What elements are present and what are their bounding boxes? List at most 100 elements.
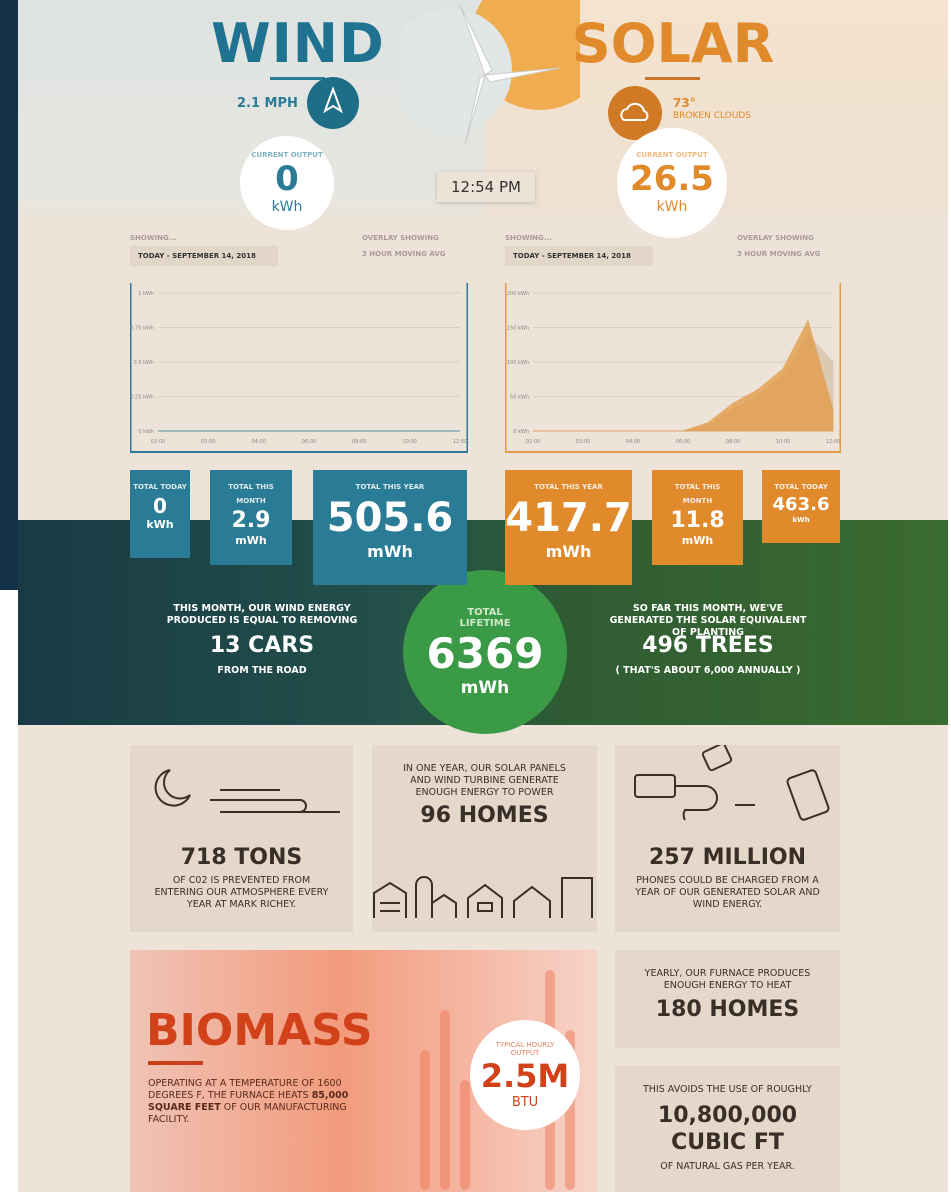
value: 96 HOMES	[372, 803, 597, 828]
value: 10,800,000 CUBIC FT	[645, 1102, 810, 1156]
unit: mWh	[235, 534, 266, 547]
underline	[645, 77, 700, 80]
compass	[307, 77, 359, 129]
y-tick-label: 0.25 kWh	[130, 395, 154, 401]
page: WIND 2.1 MPH SOLAR 73° BROKEN CLOUDS CUR…	[0, 0, 951, 1192]
chart-frame	[131, 283, 468, 452]
overlay: 3 HOUR MOVING AVG	[362, 250, 446, 258]
x-tick-label: 06:00	[302, 439, 316, 445]
label: CURRENT OUTPUT	[251, 151, 322, 159]
text: THIS AVOIDS THE USE OF ROUGHLY	[630, 1084, 825, 1096]
overlay-label: OVERLAY SHOWING	[737, 234, 814, 242]
text: OF C02 IS PREVENTED FROM ENTERING OUR AT…	[150, 875, 333, 911]
label: TOTAL LIFETIME	[455, 607, 515, 629]
value: 2.9	[232, 508, 271, 534]
y-tick-label: 200 kWh	[507, 291, 529, 297]
icon	[140, 755, 340, 825]
time: 12:54 PM	[437, 172, 535, 202]
value: 417.7	[505, 494, 632, 542]
x-tick-label: 06:00	[676, 439, 690, 445]
wind-speed: 2.1 MPH	[237, 96, 298, 111]
card: 257 MILLION PHONES COULD BE CHARGED FROM…	[615, 745, 840, 932]
turbine	[400, 0, 580, 160]
unit: mWh	[682, 534, 713, 547]
y-tick-label: 0 kWh	[513, 429, 529, 435]
wind-chart: 0 kWh 0.25 kWh 0.5 kWh 0.75 kWh 1 kWh 02:00 03…	[130, 283, 468, 453]
value: 463.6	[773, 494, 830, 516]
card: THIS AVOIDS THE USE OF ROUGHLY 10,800,00…	[615, 1066, 840, 1192]
biomass-title: BIOMASS	[146, 1005, 373, 1056]
y-tick-label: 0 kWh	[138, 429, 154, 435]
total-box: TOTAL THIS YEAR505.6mWh	[313, 470, 467, 585]
value: 2.5M	[481, 1057, 570, 1095]
lifetime: TOTAL LIFETIME 6369 mWh	[403, 570, 567, 734]
value: 718 TONS	[130, 845, 353, 870]
wind-summary-value: 13 CARS	[152, 633, 372, 658]
value: 6369	[427, 629, 544, 678]
wind-title: WIND	[200, 12, 396, 75]
solar-summary-value: 496 TREES	[583, 633, 833, 658]
text: YEARLY, OUR FURNACE PRODUCES ENOUGH ENER…	[630, 968, 825, 992]
unit: mWh	[461, 678, 510, 698]
unit: kWh	[272, 199, 303, 215]
x-tick-label: 03:00	[201, 439, 215, 445]
y-tick-label: 150 kWh	[507, 326, 529, 332]
unit: mWh	[367, 542, 413, 561]
value: 180 HOMES	[615, 997, 840, 1022]
solar-summary-sub: ( THAT'S ABOUT 6,000 ANNUALLY )	[583, 665, 833, 676]
text: IN ONE YEAR, OUR SOLAR PANELS AND WIND T…	[392, 763, 577, 799]
wind-summary-sub: FROM THE ROAD	[152, 665, 372, 676]
solar-output: CURRENT OUTPUT 26.5 kWh	[617, 128, 727, 238]
label: TYPICAL HOURLY OUTPUT	[490, 1041, 560, 1057]
y-tick-label: 100 kWh	[507, 360, 529, 366]
x-tick-label: 04:00	[251, 439, 265, 445]
solar-title: SOLAR	[560, 12, 786, 75]
label: TOTAL TODAY	[130, 480, 190, 494]
value: 11.8	[670, 508, 724, 534]
date-dropdown[interactable]: TODAY - SEPTEMBER 14, 2018	[130, 246, 278, 266]
x-tick-label: 08:00	[352, 439, 366, 445]
overlay: 3 HOUR MOVING AVG	[737, 250, 821, 258]
label: TOTAL THIS YEAR	[509, 480, 629, 494]
x-tick-label: 10:00	[776, 439, 790, 445]
icon	[625, 745, 835, 825]
unit: kWh	[657, 199, 688, 215]
unit: mWh	[546, 542, 592, 561]
underline	[148, 1061, 203, 1065]
date-dropdown[interactable]: TODAY - SEPTEMBER 14, 2018	[505, 246, 653, 266]
area	[533, 321, 833, 431]
unit: BTU	[512, 1095, 538, 1110]
showing-label: SHOWING...	[130, 234, 177, 242]
biomass-output: TYPICAL HOURLY OUTPUT 2.5M BTU	[470, 1020, 580, 1130]
label: TOTAL TODAY	[771, 480, 831, 494]
x-tick-label: 04:00	[626, 439, 640, 445]
value: 0	[275, 159, 299, 199]
y-tick-label: 1 kWh	[138, 291, 154, 297]
x-tick-label: 02:00	[151, 439, 165, 445]
wind-summary: THIS MONTH, OUR WIND ENERGY PRODUCED IS …	[152, 603, 372, 627]
temperature: 73°	[673, 96, 696, 110]
condition: BROKEN CLOUDS	[673, 111, 751, 121]
unit: kWh	[792, 516, 809, 524]
text: PHONES COULD BE CHARGED FROM A YEAR OF O…	[635, 875, 820, 911]
card: IN ONE YEAR, OUR SOLAR PANELS AND WIND T…	[372, 745, 597, 932]
label: TOTAL THIS MONTH	[668, 480, 728, 508]
overlay-label: OVERLAY SHOWING	[362, 234, 439, 242]
houses	[372, 873, 597, 923]
sub: OF NATURAL GAS PER YEAR.	[630, 1161, 825, 1173]
value: 505.6	[327, 494, 454, 542]
y-tick-label: 0.5 kWh	[133, 360, 154, 366]
x-tick-label: 02:00	[526, 439, 540, 445]
y-tick-label: 50 kWh	[510, 395, 529, 401]
showing-label: SHOWING...	[505, 234, 552, 242]
label: TOTAL THIS MONTH	[221, 480, 281, 508]
y-tick-label: 0.75 kWh	[130, 326, 154, 332]
unit: kWh	[146, 518, 173, 531]
label: CURRENT OUTPUT	[636, 151, 707, 159]
